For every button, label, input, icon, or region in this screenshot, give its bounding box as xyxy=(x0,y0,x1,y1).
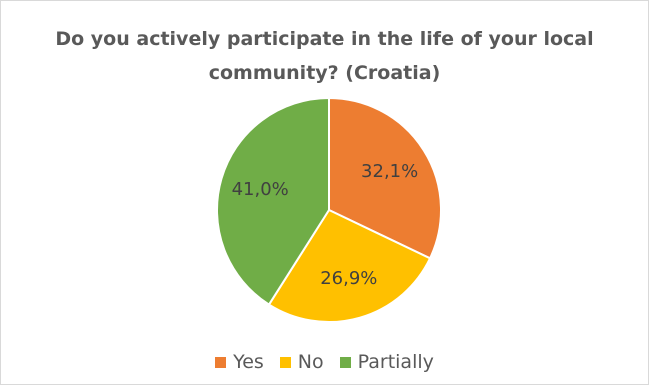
data-label-yes: 32,1% xyxy=(361,161,418,182)
chart-title-line-1: Do you actively participate in the life … xyxy=(55,28,594,50)
pie-slice-yes xyxy=(328,96,442,260)
legend-label-yes: Yes xyxy=(233,351,264,373)
legend-swatch-partially xyxy=(339,356,351,368)
legend-item-partially: Partially xyxy=(339,351,434,373)
chart-title-line-2: community? (Croatia) xyxy=(208,62,441,84)
pie-slice-no xyxy=(267,208,432,323)
legend-swatch-no xyxy=(279,356,291,368)
data-label-no: 26,9% xyxy=(320,268,377,289)
data-label-partially: 41,0% xyxy=(232,179,289,200)
legend: Yes No Partially xyxy=(0,351,649,373)
legend-label-no: No xyxy=(297,351,324,373)
legend-item-yes: Yes xyxy=(215,351,264,373)
pie-slice-partially xyxy=(216,96,330,306)
legend-label-partially: Partially xyxy=(357,351,434,373)
legend-item-no: No xyxy=(279,351,324,373)
chart-title: Do you actively participate in the life … xyxy=(0,22,649,90)
legend-swatch-yes xyxy=(215,356,227,368)
